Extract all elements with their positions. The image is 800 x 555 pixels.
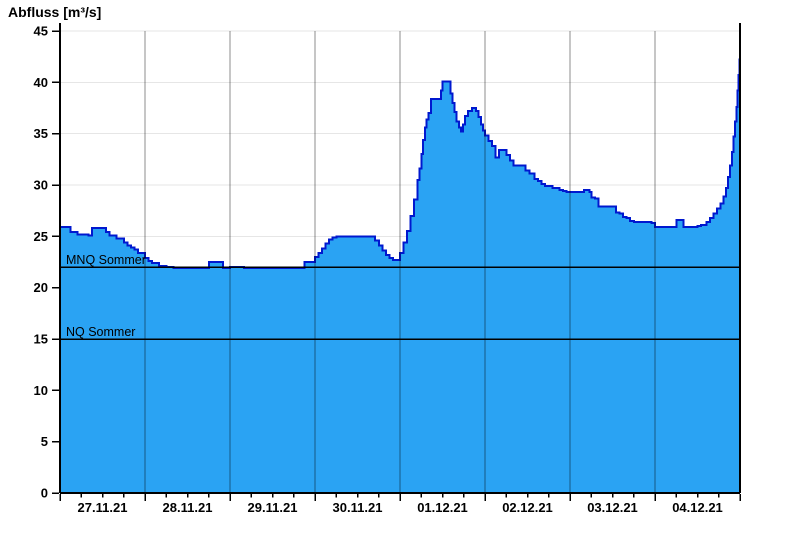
y-tick-label-5: 5: [41, 434, 48, 449]
discharge-series: [60, 42, 741, 494]
reference-lines: MNQ Sommer NQ Sommer: [60, 253, 740, 340]
x-day-label-28.11.21: 28.11.21: [163, 500, 213, 515]
y-tick-label-10: 10: [34, 383, 48, 398]
discharge-step-line: [60, 42, 741, 270]
y-tick-label-45: 45: [34, 24, 48, 39]
chart-title: Abfluss [m³/s]: [8, 4, 101, 20]
day-boundary-gridlines: [144, 31, 656, 493]
axes: [59, 23, 741, 494]
x-day-label-29.11.21: 29.11.21: [248, 500, 298, 515]
y-tick-label-0: 0: [41, 486, 48, 501]
x-day-label-27.11.21: 27.11.21: [78, 500, 128, 515]
y-tick-label-30: 30: [34, 178, 48, 193]
y-tick-label-40: 40: [34, 75, 48, 90]
reference-label-1: NQ Sommer: [66, 325, 135, 339]
y-tick-label-35: 35: [34, 126, 48, 141]
reference-label-0: MNQ Sommer: [66, 253, 146, 267]
x-day-label-01.12.21: 01.12.21: [417, 500, 468, 515]
y-tick-label-15: 15: [34, 332, 48, 347]
y-tick-label-20: 20: [34, 280, 48, 295]
x-day-label-03.12.21: 03.12.21: [587, 500, 638, 515]
discharge-area: [60, 43, 740, 494]
ticks-and-labels: 0 5 10 15 20 25 30 35 40 45 27.11.21 28.11.21 29.11.…: [34, 24, 741, 515]
x-day-label-30.11.21: 30.11.21: [333, 500, 383, 515]
x-day-label-04.12.21: 04.12.21: [672, 500, 723, 515]
y-tick-label-25: 25: [34, 229, 48, 244]
x-day-label-02.12.21: 02.12.21: [502, 500, 553, 515]
